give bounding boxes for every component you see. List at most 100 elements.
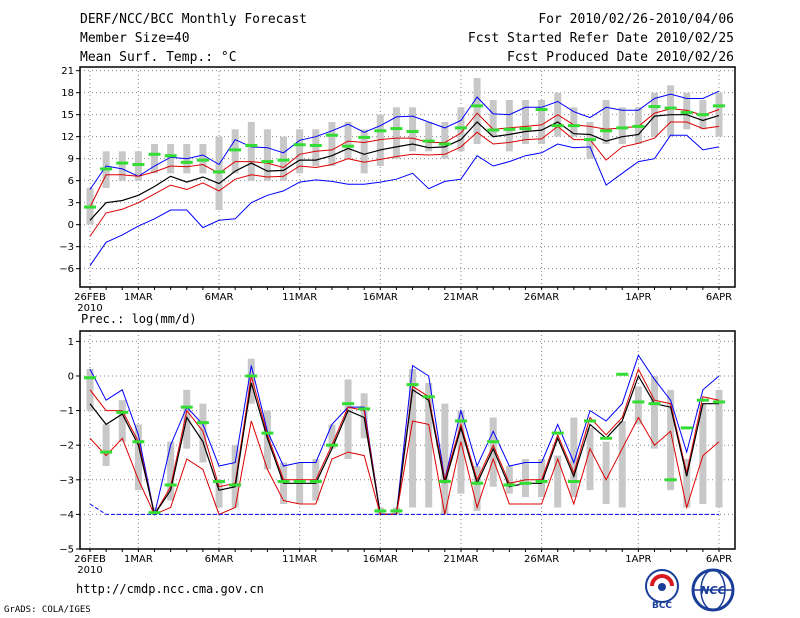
precipitation-box [118,400,126,442]
precipitation-box [650,375,658,449]
temperature-mean-line [89,114,720,221]
precipitation-box [715,389,723,508]
precipitation-xtick-label: 1APR [625,554,651,565]
ncc-logo-text: NCC [700,584,725,597]
precipitation-xtick-label: 26FEB [74,554,106,565]
precipitation-box [521,459,529,498]
temperature-xtick-label: 21MAR [443,292,478,303]
temperature-xtick-label: 11MAR [282,292,317,303]
temperature-frame [79,66,736,288]
precipitation-ytick-label: −1 [59,406,74,417]
temperature-ytick-label: 0 [68,220,74,231]
temperature-ytick-label: 9 [68,154,74,165]
temperature-box [360,129,368,174]
precipitation-max-line [89,354,720,515]
temperature-box [409,107,417,152]
variable-label: Mean Surf. Temp.: °C [80,50,237,65]
chart-title: DERF/NCC/BCC Monthly Forecast [80,12,307,27]
source-url[interactable]: http://cmdp.ncc.cma.gov.cn [76,582,264,596]
precipitation-box [344,379,352,460]
temperature-box [344,122,352,159]
temperature-xtick-label: 1APR [625,292,651,303]
precipitation-ytick-label: −5 [59,545,74,556]
temperature-box [376,114,384,166]
precipitation-box [457,410,465,494]
temperature-ytick-label: −3 [59,242,74,253]
precipitation-box [667,389,675,491]
temperature-box [247,122,255,181]
temperature-box [473,78,481,144]
temperature-xtick-label: 6MAR [205,292,234,303]
precipitation-box [231,445,239,508]
temperature-box [312,129,320,166]
temperature-box [425,122,433,152]
precipitation-box [554,455,562,508]
temperature-max-line [89,90,720,190]
produced-date: Fcst Produced Date 2010/02/26 [507,50,734,65]
precipitation-xtick-label: 1MAR [124,554,153,565]
precipitation-box [409,369,417,508]
temperature-box [392,107,400,159]
temperature-ytick-label: −6 [59,264,74,275]
precipitation-box [441,403,449,515]
bcc-logo-dot [658,583,666,591]
precipitation-frame [79,330,736,550]
temperature-ytick-label: 3 [68,198,74,209]
temperature-xtick-label: 1MAR [124,292,153,303]
temperature-xtick-label: 26FEB [74,292,106,303]
precipitation-box [473,465,481,511]
temperature-ytick-label: 18 [61,88,74,99]
temperature-ytick-label: 12 [61,132,74,143]
precipitation-lower-line [89,416,720,516]
temperature-box [328,122,336,166]
precipitation-box [683,459,691,508]
precipitation-box [425,382,433,508]
precipitation-ytick-label: −2 [59,441,74,452]
precipitation-box [102,424,110,466]
precipitation-box [134,424,142,491]
precipitation-box [360,393,368,439]
precipitation-box [634,386,642,425]
temperature-box [505,100,513,152]
temperature-box [441,122,449,159]
temperature-box [151,144,159,174]
temperature-ytick-label: 15 [61,110,74,121]
temperature-box [521,100,529,144]
bcc-logo-text: BCC [652,601,672,611]
precipitation-box [247,358,255,404]
precipitation-box [602,441,610,505]
temperature-xtick-year: 2010 [77,303,102,314]
temperature-min-line [89,134,720,266]
precipitation-box [538,459,546,498]
ncc-logo: NCC [691,568,735,612]
grads-credit: GrADS: COLA/IGES [4,605,91,615]
temperature-box [650,92,658,137]
temperature-box [618,107,626,144]
temperature-ytick-label: 21 [61,66,74,77]
precipitation-box [505,465,513,494]
bcc-logo-arc [650,574,674,587]
precip-title: Prec.: log(mm/d) [81,312,197,326]
temperature-box [667,85,675,137]
precipitation-ytick-label: −4 [59,510,74,521]
forecast-period: For 2010/02/26-2010/04/06 [538,12,734,27]
temperature-box [715,92,723,137]
bcc-logo: BCC [645,569,679,611]
precipitation-box [570,417,578,498]
temperature-xtick-label: 16MAR [363,292,398,303]
temperature-lower-line [89,121,720,237]
precipitation-box [167,441,175,501]
precipitation-xtick-label: 11MAR [282,554,317,565]
temperature-box [118,151,126,181]
refer-date: Fcst Started Refer Date 2010/02/25 [467,31,734,46]
precipitation-ytick-label: 1 [68,337,74,348]
precipitation-xtick-label: 21MAR [443,554,478,565]
precipitation-box [489,417,497,487]
precipitation-xtick-label: 6APR [706,554,732,565]
precipitation-xtick-label: 16MAR [363,554,398,565]
precipitation-ytick-label: 0 [68,371,74,382]
precipitation-mean-line [89,374,719,516]
